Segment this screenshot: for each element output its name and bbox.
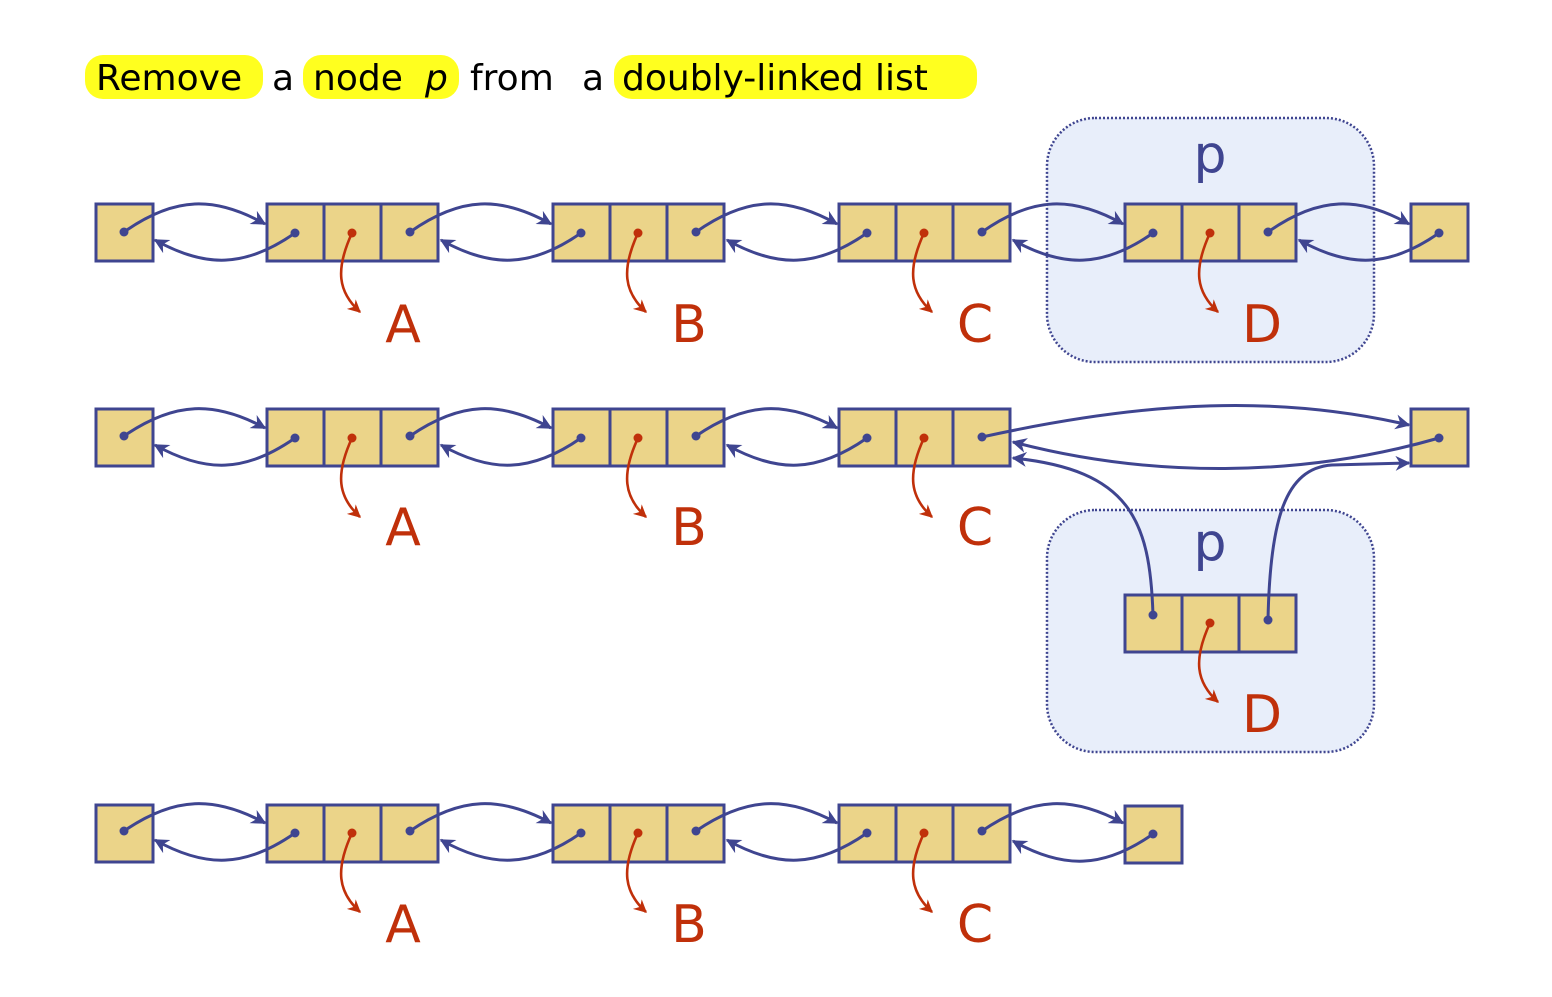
prev-link — [725, 231, 868, 262]
title: Remove a node p from a doubly-linked lis… — [85, 55, 977, 99]
label-a: A — [385, 295, 421, 355]
next-link — [695, 202, 839, 234]
next-link — [409, 407, 553, 438]
prev-link — [725, 436, 868, 467]
tail-sentinel — [1409, 407, 1470, 468]
node-c — [837, 202, 1012, 263]
prev-link — [153, 436, 296, 467]
title-word-p: p — [424, 58, 448, 99]
label-b: B — [671, 498, 707, 558]
prev-link — [439, 231, 582, 262]
data-pointer-c — [911, 437, 933, 518]
next-link — [981, 802, 1125, 833]
next-link — [695, 407, 839, 438]
p-next-link — [1266, 455, 1411, 621]
next-link — [123, 202, 267, 234]
data-pointer-c — [911, 232, 933, 313]
prev-link — [1011, 832, 1154, 863]
data-pointer-b — [625, 832, 647, 913]
prev-link — [439, 436, 582, 467]
row-unlinking: p — [94, 403, 1470, 754]
title-word-doubly-linked-list: doubly-linked list — [622, 58, 928, 99]
prev-link — [153, 831, 296, 862]
data-pointer-c — [911, 832, 933, 913]
head-sentinel — [94, 803, 155, 864]
next-link — [1267, 202, 1411, 234]
node-a — [265, 803, 440, 864]
data-pointer-a — [339, 232, 361, 313]
label-a: A — [385, 895, 421, 955]
data-pointer-a — [339, 437, 361, 518]
next-link — [695, 802, 839, 833]
p-label: p — [1193, 513, 1226, 573]
data-pointer-b — [625, 437, 647, 518]
highlight-remove — [85, 55, 263, 99]
prev-link-bypass — [1011, 436, 1440, 471]
label-c: C — [957, 895, 993, 955]
label-a: A — [385, 498, 421, 558]
next-link — [123, 407, 267, 438]
data-pointer-a — [339, 832, 361, 913]
p-prev-link — [1011, 451, 1155, 616]
prev-link — [1011, 231, 1154, 262]
next-link-bypass — [981, 403, 1411, 439]
title-word-a: a — [272, 58, 294, 99]
prev-link — [1297, 231, 1440, 262]
node-b — [551, 803, 726, 864]
data-pointer-d — [1197, 622, 1219, 703]
title-word-node: node — [313, 58, 403, 99]
p-label: p — [1193, 125, 1226, 185]
highlight-node-p — [303, 55, 459, 99]
node-c — [837, 803, 1012, 864]
label-c: C — [957, 498, 993, 558]
row-before: p — [94, 116, 1470, 364]
title-word-from: from — [470, 58, 554, 99]
label-d: D — [1242, 685, 1282, 745]
label-b: B — [671, 295, 707, 355]
next-link — [409, 802, 553, 833]
title-word-a-2: a — [582, 58, 604, 99]
head-sentinel — [94, 407, 155, 468]
next-link — [123, 802, 267, 833]
prev-link — [725, 831, 868, 862]
data-pointer-d — [1197, 232, 1219, 313]
data-pointer-b — [625, 232, 647, 313]
next-link — [981, 202, 1125, 234]
title-word-remove: Remove — [96, 58, 242, 99]
next-link — [409, 202, 553, 234]
row-after: A B C — [94, 802, 1184, 955]
prev-link — [153, 231, 296, 262]
label-d: D — [1242, 295, 1282, 355]
prev-link — [439, 831, 582, 862]
label-b: B — [671, 895, 707, 955]
highlight-doubly-linked-list — [614, 55, 977, 99]
label-c: C — [957, 295, 993, 355]
